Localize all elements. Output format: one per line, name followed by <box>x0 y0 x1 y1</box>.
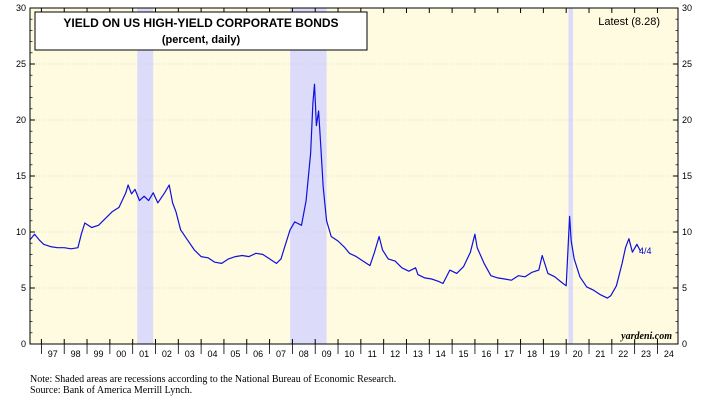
x-tick-label: 02 <box>162 349 172 359</box>
x-tick-label: 09 <box>322 349 332 359</box>
x-tick-label: 24 <box>664 349 674 359</box>
x-tick-label: 00 <box>116 349 126 359</box>
y-tick-label-left: 30 <box>16 3 26 13</box>
y-tick-label-right: 25 <box>682 59 692 69</box>
end-annotation: 4/4 <box>639 246 652 256</box>
x-tick-label: 97 <box>48 349 58 359</box>
chart-title: YIELD ON US HIGH-YIELD CORPORATE BONDS <box>63 16 338 30</box>
gridlines <box>30 63 678 289</box>
series-layer <box>29 83 641 299</box>
x-tick-label: 14 <box>436 349 446 359</box>
x-tick-label: 98 <box>71 349 81 359</box>
x-tick-label: 22 <box>618 349 628 359</box>
x-tick-label: 21 <box>595 349 605 359</box>
y-tick-label-right: 0 <box>682 339 687 349</box>
x-tick-label: 03 <box>185 349 195 359</box>
y-tick-label-left: 10 <box>16 227 26 237</box>
footnote-source: Source: Bank of America Merrill Lynch. <box>30 385 193 396</box>
x-tick-label: 10 <box>344 349 354 359</box>
x-tick-label: 19 <box>550 349 560 359</box>
footnote-recessions: Note: Shaded areas are recessions accord… <box>30 374 397 385</box>
y-tick-label-left: 15 <box>16 171 26 181</box>
y-tick-label-left: 0 <box>21 339 26 349</box>
latest-label: Latest (8.28) <box>598 16 660 28</box>
x-tick-label: 04 <box>208 349 218 359</box>
x-tick-label: 07 <box>276 349 286 359</box>
chart-subtitle: (percent, daily) <box>162 34 241 46</box>
x-tick-label: 11 <box>368 349 377 359</box>
x-tick-label: 05 <box>230 349 240 359</box>
x-tick-label: 13 <box>413 349 423 359</box>
y-tick-label-right: 20 <box>682 115 692 125</box>
recession-band-0 <box>137 8 154 344</box>
x-tick-label: 12 <box>390 349 400 359</box>
x-tick-label: 20 <box>573 349 583 359</box>
y-tick-label-right: 15 <box>682 171 692 181</box>
x-tick-label: 08 <box>299 349 309 359</box>
x-tick-label: 16 <box>481 349 491 359</box>
series-line-0 <box>29 83 641 299</box>
x-tick-label: 18 <box>527 349 537 359</box>
x-tick-label: 06 <box>253 349 263 359</box>
y-tick-label-left: 20 <box>16 115 26 125</box>
y-tick-label-right: 10 <box>682 227 692 237</box>
title-box: YIELD ON US HIGH-YIELD CORPORATE BONDS (… <box>34 11 368 51</box>
x-tick-label: 23 <box>641 349 651 359</box>
x-tick-label: 01 <box>139 349 149 359</box>
y-tick-label-right: 5 <box>682 283 687 293</box>
y-tick-label-right: 30 <box>682 3 692 13</box>
x-tick-label: 99 <box>93 349 103 359</box>
y-tick-label-left: 5 <box>21 283 26 293</box>
x-tick-label: 15 <box>459 349 469 359</box>
x-tick-label: 17 <box>504 349 514 359</box>
y-tick-label-left: 25 <box>16 59 26 69</box>
watermark: yardeni.com <box>620 331 672 342</box>
